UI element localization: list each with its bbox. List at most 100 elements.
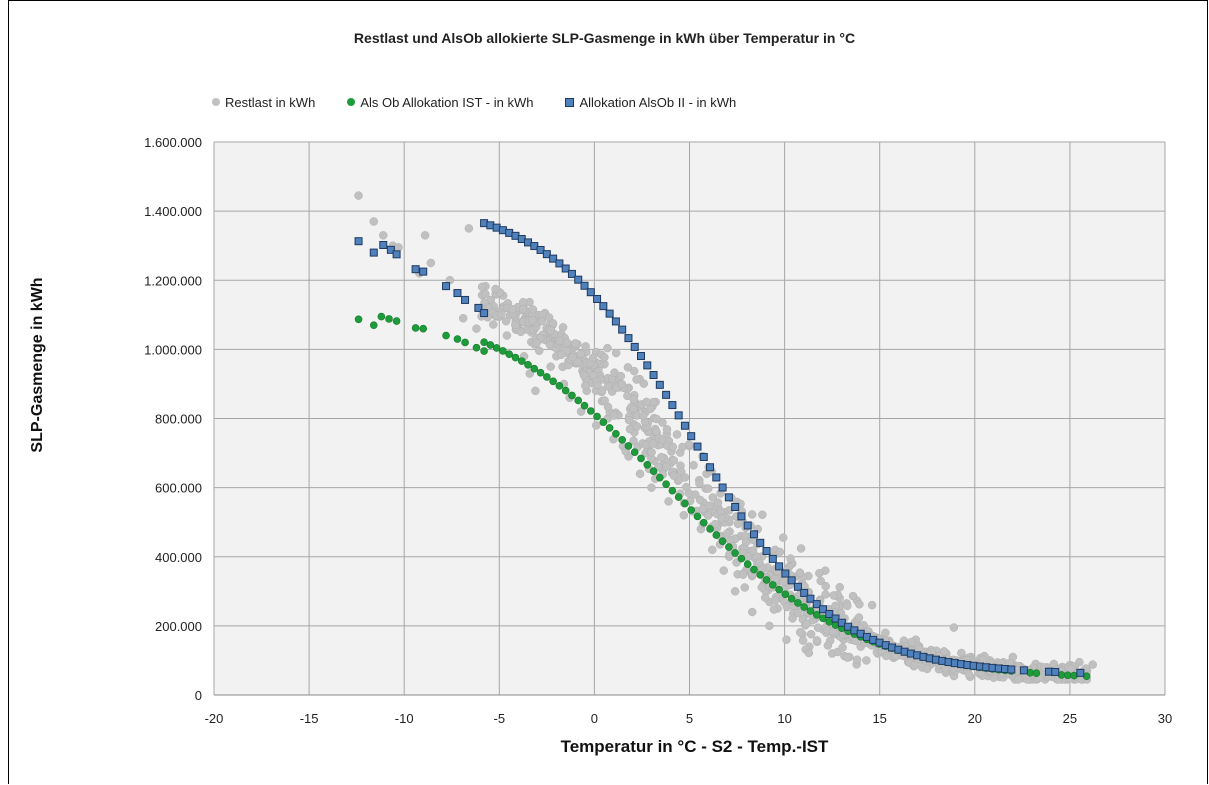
point-als-ob-ist <box>492 344 501 352</box>
point-restlast <box>852 655 862 664</box>
point-restlast <box>632 422 642 431</box>
point-restlast <box>829 591 838 600</box>
point-als-ob-ist <box>580 401 589 410</box>
point-restlast <box>662 425 672 434</box>
point-restlast <box>600 396 609 405</box>
x-axis-ticks: -20 -15 -10 -5 0 5 10 15 20 25 30 <box>205 711 1173 726</box>
point-alsob-ii <box>693 442 702 451</box>
point-alsob-ii <box>680 421 689 430</box>
y-axis-label: SLP-Gasmenge in kWh <box>29 277 46 453</box>
point-alsob-ii <box>812 600 821 609</box>
point-alsob-ii <box>743 521 752 530</box>
point-restlast <box>576 407 586 416</box>
point-restlast <box>708 545 717 555</box>
point-restlast <box>544 313 554 322</box>
point-als-ob-ist <box>605 424 614 432</box>
point-restlast <box>835 582 845 592</box>
point-restlast <box>657 452 666 462</box>
point-restlast <box>477 282 487 292</box>
point-als-ob-ist <box>630 448 639 456</box>
point-restlast <box>531 386 540 396</box>
point-als-ob-ist <box>794 599 802 607</box>
point-alsob-ii <box>636 352 645 361</box>
point-restlast <box>592 421 601 430</box>
point-restlast <box>843 601 852 611</box>
point-restlast <box>705 501 714 510</box>
point-als-ob-ist <box>586 407 595 415</box>
point-als-ob-ist <box>756 571 765 579</box>
point-restlast <box>369 217 379 226</box>
point-als-ob-ist <box>369 321 378 329</box>
point-restlast <box>458 314 468 323</box>
point-als-ob-ist <box>511 353 520 362</box>
point-restlast <box>603 343 612 353</box>
point-restlast <box>679 511 689 520</box>
point-alsob-ii <box>724 493 733 502</box>
point-restlast <box>757 583 767 592</box>
point-als-ob-ist <box>725 543 733 551</box>
legend-label-alsob2: Allokation AlsOb II - in kWh <box>579 94 737 110</box>
point-alsob-ii <box>599 302 608 311</box>
point-restlast <box>472 324 481 333</box>
point-alsob-ii <box>699 452 708 461</box>
point-restlast <box>600 353 609 362</box>
point-alsob-ii <box>561 264 570 273</box>
point-restlast <box>617 379 627 389</box>
point-restlast <box>719 566 728 575</box>
point-alsob-ii <box>1007 665 1016 674</box>
point-restlast <box>703 484 713 493</box>
point-restlast <box>769 605 779 614</box>
point-restlast <box>511 320 520 330</box>
point-als-ob-ist <box>787 594 796 603</box>
point-restlast <box>568 352 577 362</box>
point-alsob-ii <box>542 250 551 259</box>
legend-marker-alsob2 <box>565 97 575 107</box>
point-restlast <box>624 415 634 425</box>
point-restlast <box>741 537 751 547</box>
point-restlast <box>581 381 590 390</box>
point-restlast <box>680 473 690 482</box>
point-restlast <box>647 483 656 492</box>
x-tick-label: -20 <box>205 711 224 726</box>
point-als-ob-ist <box>568 391 576 400</box>
point-alsob-ii <box>674 411 683 420</box>
point-restlast <box>713 498 723 507</box>
y-tick-label: 600.000 <box>155 481 202 496</box>
x-tick-label: -15 <box>300 711 319 726</box>
point-restlast <box>730 587 740 596</box>
point-alsob-ii <box>655 380 664 389</box>
point-als-ob-ist <box>354 315 363 324</box>
point-restlast <box>798 636 808 645</box>
y-tick-label: 200.000 <box>155 619 202 634</box>
point-alsob-ii <box>668 401 677 410</box>
point-restlast <box>668 442 677 452</box>
point-restlast <box>420 231 430 240</box>
point-restlast <box>635 469 645 479</box>
point-als-ob-ist <box>1032 669 1041 677</box>
point-als-ob-ist <box>530 364 539 373</box>
point-alsob-ii <box>662 390 671 399</box>
point-restlast <box>632 375 641 384</box>
point-alsob-ii <box>549 254 558 263</box>
point-restlast <box>546 326 556 335</box>
point-alsob-ii <box>379 240 388 249</box>
point-restlast <box>703 511 713 520</box>
point-restlast <box>795 568 805 577</box>
point-alsob-ii <box>831 614 840 623</box>
point-als-ob-ist <box>480 338 488 347</box>
y-tick-label: 1.600.000 <box>144 135 202 150</box>
chart-title: Restlast und AlsOb allokierte SLP-Gasmen… <box>353 30 856 46</box>
point-als-ob-ist <box>453 335 462 343</box>
point-als-ob-ist <box>472 343 481 352</box>
point-alsob-ii <box>461 295 470 304</box>
point-als-ob-ist <box>775 585 783 594</box>
point-restlast <box>775 547 785 557</box>
point-restlast <box>379 231 388 240</box>
point-restlast <box>748 546 758 555</box>
x-tick-label: -10 <box>395 711 414 726</box>
point-restlast <box>695 479 704 488</box>
point-restlast <box>748 607 757 617</box>
point-alsob-ii <box>731 502 740 511</box>
point-als-ob-ist <box>800 603 808 611</box>
point-alsob-ii <box>762 547 771 556</box>
